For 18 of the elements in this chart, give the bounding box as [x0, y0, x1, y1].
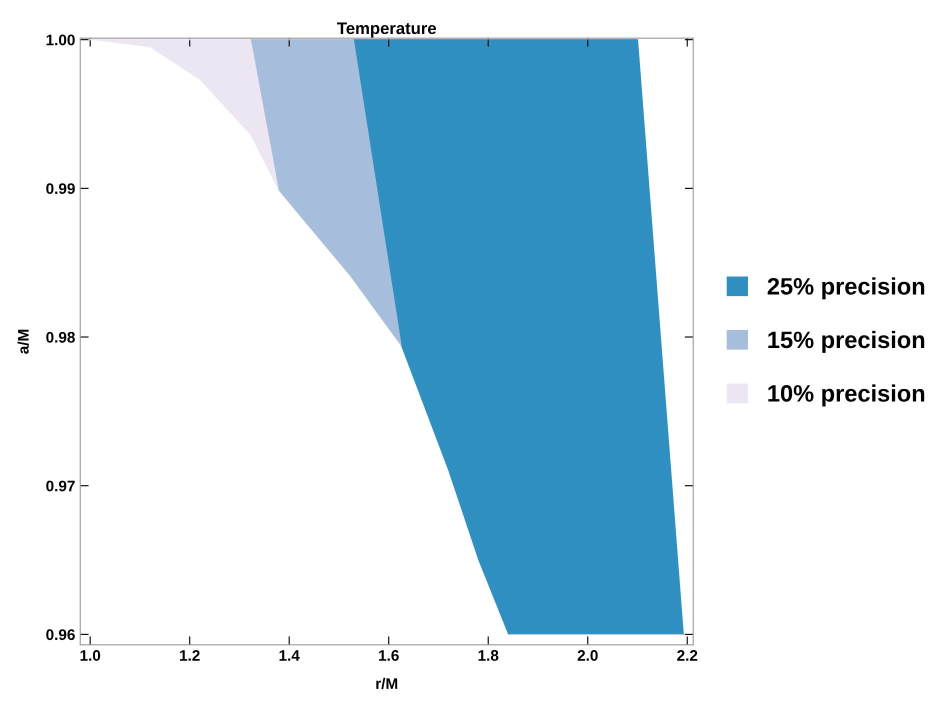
- x-tick-label: 2.2: [677, 650, 698, 661]
- x-tick-label: 1.2: [180, 650, 200, 661]
- chart-title: Temperature: [337, 22, 436, 38]
- y-tick-label: 0.99: [46, 183, 75, 194]
- legend-label: 10% precision: [768, 384, 924, 406]
- legend-label: 15% precision: [768, 330, 924, 353]
- y-axis-title: a/M: [18, 330, 29, 354]
- x-tick-label: 1.4: [280, 650, 300, 661]
- x-tick-label: 1.0: [80, 650, 100, 661]
- legend-label: 25% precision: [768, 277, 924, 300]
- x-tick-label: 2.0: [578, 650, 598, 661]
- y-tick-label: 0.97: [46, 480, 75, 492]
- x-tick-label: 1.6: [379, 650, 399, 661]
- y-tick-label: 0.98: [46, 332, 75, 343]
- y-tick-label: 1.00: [46, 34, 75, 46]
- x-tick-label: 1.8: [478, 650, 498, 661]
- y-tick-label: 0.96: [46, 629, 75, 640]
- x-axis-title: r/M: [376, 678, 398, 690]
